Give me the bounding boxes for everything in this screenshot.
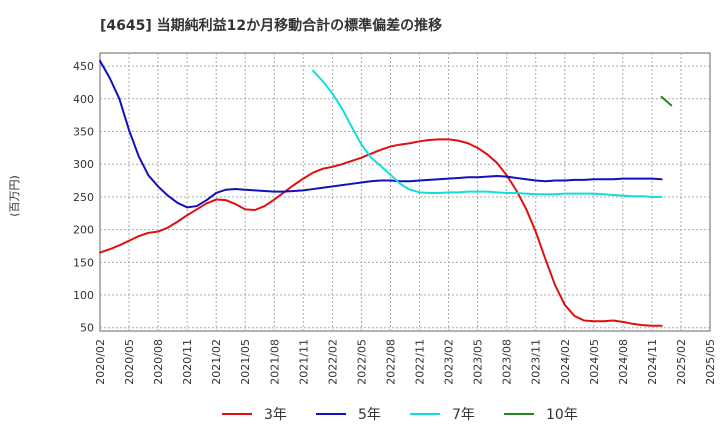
- x-tick-label: 2022/08: [384, 339, 397, 385]
- y-gridlines: [100, 65, 710, 329]
- chart-title: [4645] 当期純利益12か月移動合計の標準偏差の推移: [100, 17, 442, 34]
- x-tick-label: 2022/02: [326, 339, 339, 385]
- y-axis-title: (百万円): [8, 175, 21, 217]
- x-tick-label: 2020/11: [181, 339, 194, 385]
- legend-label: 5年: [358, 407, 381, 423]
- x-tick-label: 2022/11: [414, 339, 427, 385]
- y-tick-labels: 50 100 150 200 250 300 350 400 450: [73, 60, 94, 335]
- x-tick-label: 2024/05: [588, 339, 601, 385]
- x-tick-label: 2024/08: [617, 339, 630, 385]
- x-tick-label: 2023/02: [443, 339, 456, 385]
- x-tick-label: 2025/05: [704, 339, 717, 385]
- x-tick-label: 2021/08: [268, 339, 281, 385]
- x-tick-label: 2023/08: [501, 339, 514, 385]
- x-tick-label: 2021/11: [297, 339, 310, 385]
- y-tick-label: 150: [73, 256, 94, 269]
- y-tick-label: 400: [73, 93, 94, 106]
- y-tick-label: 450: [73, 60, 94, 73]
- y-tick-label: 250: [73, 191, 94, 204]
- x-tick-label: 2020/02: [94, 339, 107, 385]
- series-line: [312, 69, 663, 198]
- y-tick-label: 350: [73, 125, 94, 138]
- plot-area: [99, 52, 711, 332]
- x-tick-label: 2020/08: [152, 339, 165, 385]
- y-tick-label: 200: [73, 224, 94, 237]
- x-tick-label: 2021/05: [239, 339, 252, 385]
- y-tick-label: 100: [73, 289, 94, 302]
- y-tick-label: 300: [73, 158, 94, 171]
- series-line: [99, 59, 663, 209]
- x-tick-label: 2025/02: [675, 339, 688, 385]
- x-tick-label: 2022/05: [355, 339, 368, 385]
- x-tick-label: 2023/11: [530, 339, 543, 385]
- x-tick-label: 2023/05: [472, 339, 485, 385]
- x-tick-labels: 2020/02 2020/05 2020/08 2020/11 2021/02 2021/…: [94, 339, 717, 385]
- y-tick-label: 50: [80, 322, 94, 335]
- x-tick-label: 2021/02: [210, 339, 223, 385]
- x-tick-label: 2024/02: [559, 339, 572, 385]
- series-lines: [99, 59, 673, 327]
- legend: 3年 5年 7年 10年: [222, 407, 578, 423]
- series-line: [660, 95, 673, 107]
- series-line: [99, 138, 663, 327]
- legend-label: 7年: [452, 407, 475, 423]
- x-tick-label: 2024/11: [646, 339, 659, 385]
- legend-label: 10年: [546, 407, 578, 423]
- legend-label: 3年: [264, 407, 287, 423]
- x-tick-label: 2020/05: [123, 339, 136, 385]
